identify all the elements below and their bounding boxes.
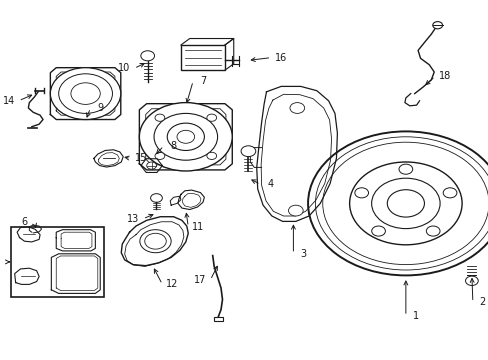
Circle shape: [206, 114, 216, 121]
Circle shape: [442, 188, 456, 198]
Circle shape: [426, 226, 439, 236]
Circle shape: [154, 113, 217, 160]
Circle shape: [371, 226, 385, 236]
Circle shape: [59, 74, 112, 113]
Circle shape: [288, 205, 303, 216]
Text: 1: 1: [412, 311, 418, 321]
Circle shape: [386, 190, 424, 217]
Text: 17: 17: [194, 275, 206, 285]
Circle shape: [465, 276, 477, 285]
Circle shape: [349, 162, 461, 245]
Circle shape: [146, 162, 156, 169]
Circle shape: [144, 233, 166, 249]
Circle shape: [155, 152, 164, 159]
Circle shape: [140, 230, 171, 253]
Circle shape: [71, 83, 100, 104]
Text: 14: 14: [2, 96, 15, 106]
Text: 4: 4: [267, 179, 273, 189]
Text: 8: 8: [170, 141, 176, 151]
Text: 6: 6: [21, 217, 27, 228]
Text: 15: 15: [134, 153, 147, 163]
Text: 10: 10: [118, 63, 130, 73]
Circle shape: [432, 22, 442, 29]
Text: 13: 13: [126, 214, 139, 224]
Circle shape: [141, 51, 154, 61]
Text: 9: 9: [97, 103, 103, 113]
Text: 3: 3: [300, 249, 305, 259]
Text: 7: 7: [200, 76, 205, 86]
Circle shape: [398, 164, 412, 174]
Circle shape: [177, 130, 194, 143]
Bar: [11, 227, 103, 297]
Circle shape: [139, 103, 232, 171]
Circle shape: [289, 103, 304, 113]
Bar: [181, 45, 224, 70]
Text: 11: 11: [191, 222, 204, 232]
Text: 16: 16: [274, 53, 287, 63]
Circle shape: [155, 114, 164, 121]
Circle shape: [354, 188, 368, 198]
Text: 12: 12: [165, 279, 178, 289]
Bar: [214, 317, 223, 321]
Circle shape: [371, 178, 439, 229]
Text: 18: 18: [438, 71, 450, 81]
Circle shape: [150, 194, 162, 202]
Text: 2: 2: [479, 297, 485, 307]
Circle shape: [167, 123, 204, 150]
Circle shape: [206, 152, 216, 159]
Circle shape: [241, 146, 255, 157]
Circle shape: [50, 68, 121, 120]
